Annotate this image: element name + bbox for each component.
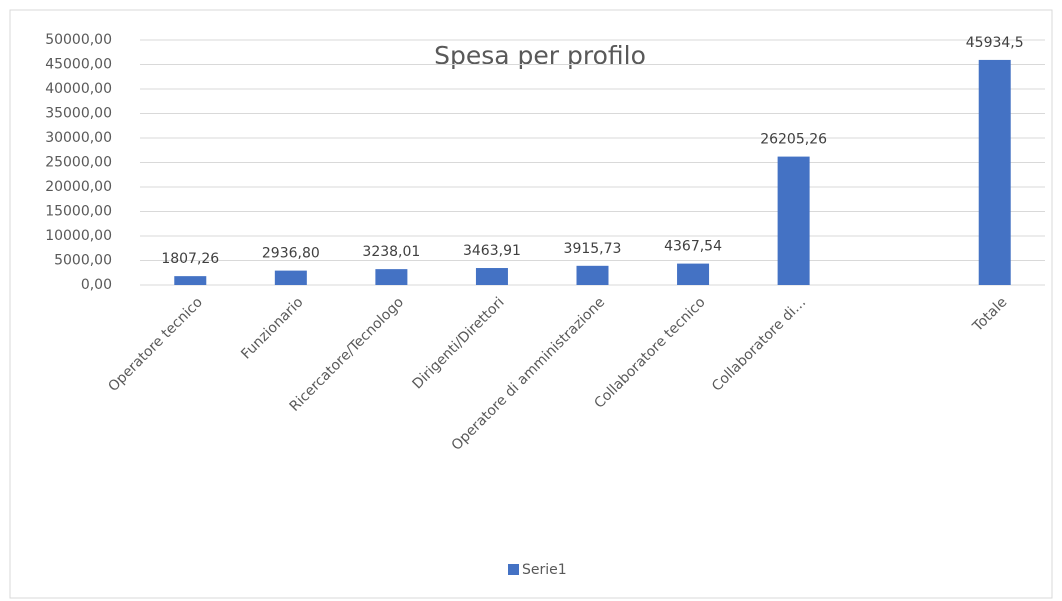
chart-title: Spesa per profilo <box>434 41 646 70</box>
bar <box>475 268 508 285</box>
y-tick-label: 30000,00 <box>45 130 112 146</box>
legend-label: Serie1 <box>522 562 567 578</box>
data-label: 45934,5 <box>966 35 1024 51</box>
data-label: 3238,01 <box>362 244 420 260</box>
y-tick-label: 45000,00 <box>45 57 112 73</box>
y-tick-label: 20000,00 <box>45 179 112 195</box>
bar <box>677 263 710 285</box>
bar <box>174 276 207 285</box>
y-tick-label: 50000,00 <box>45 32 112 48</box>
bar <box>777 156 810 285</box>
y-tick-label: 10000,00 <box>45 228 112 244</box>
y-tick-label: 25000,00 <box>45 155 112 171</box>
y-tick-label: 5000,00 <box>54 253 112 269</box>
y-tick-label: 35000,00 <box>45 106 112 122</box>
y-tick-label: 40000,00 <box>45 81 112 97</box>
data-label: 26205,26 <box>760 132 827 148</box>
y-tick-label: 0,00 <box>81 277 112 293</box>
chart-border <box>9 9 1053 599</box>
bar <box>978 59 1011 285</box>
data-label: 2936,80 <box>262 246 320 262</box>
bar <box>375 269 408 285</box>
data-label: 3463,91 <box>463 243 521 259</box>
data-label: 3915,73 <box>564 241 622 257</box>
data-label: 4367,54 <box>664 239 722 255</box>
bar <box>576 265 609 285</box>
data-label: 1807,26 <box>161 251 219 267</box>
bar <box>274 270 307 285</box>
legend-swatch <box>508 564 519 575</box>
y-tick-label: 15000,00 <box>45 204 112 220</box>
